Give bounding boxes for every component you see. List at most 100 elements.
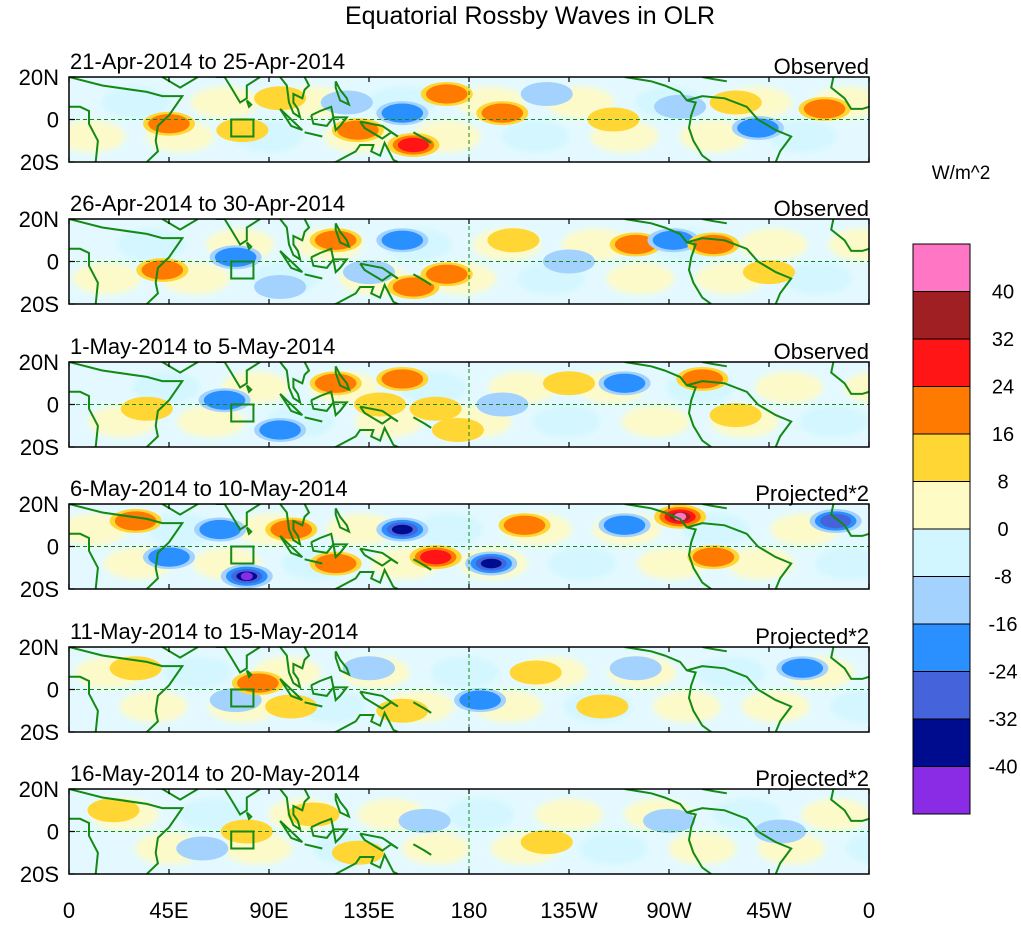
anomaly-contour xyxy=(240,572,253,581)
anomaly-contour xyxy=(259,420,301,440)
anomaly-contour xyxy=(376,698,429,723)
coastline xyxy=(215,789,261,816)
coastline xyxy=(830,77,869,110)
coastline xyxy=(320,282,399,304)
field-band xyxy=(69,120,126,153)
anomaly-contour xyxy=(781,658,824,678)
anomaly-contour xyxy=(381,103,424,123)
anomaly-contour xyxy=(87,798,140,823)
coastline xyxy=(830,647,869,680)
field-band xyxy=(815,547,869,580)
colorbar-level-label: 40 xyxy=(992,282,1014,304)
anomaly-contour xyxy=(314,373,357,393)
reference-box xyxy=(230,118,255,138)
coastline xyxy=(332,116,349,133)
field-band xyxy=(415,513,483,546)
anomaly-contour xyxy=(576,694,629,719)
coastline xyxy=(359,547,399,567)
anomaly-contour xyxy=(709,403,762,428)
field-band xyxy=(117,228,186,261)
field-band xyxy=(532,405,601,438)
colorbar-swatch xyxy=(912,433,971,482)
coastline xyxy=(304,131,323,138)
colorbar-level-label: -8 xyxy=(994,567,1012,589)
field-band xyxy=(119,690,188,723)
panel-kind-label: Observed xyxy=(774,54,869,79)
field-band xyxy=(579,832,648,865)
coastline xyxy=(279,820,303,844)
anomaly-contour xyxy=(737,118,779,138)
reference-box xyxy=(230,688,255,708)
coastline xyxy=(215,219,261,246)
field-band xyxy=(401,832,470,865)
colorbar-swatch xyxy=(912,623,971,672)
field-band xyxy=(621,405,690,438)
coastlines xyxy=(69,219,869,304)
anomaly-contour xyxy=(409,396,462,421)
coastline xyxy=(359,120,399,140)
panel-kind-label: Projected*2 xyxy=(755,481,869,506)
coastline xyxy=(412,131,432,144)
colorbar-swatch xyxy=(912,291,971,340)
anomaly-contour xyxy=(425,84,468,104)
anomaly-contour xyxy=(254,275,307,299)
colorbar-swatch xyxy=(912,576,971,625)
coastline xyxy=(320,710,399,732)
coastline xyxy=(304,843,323,850)
coastline xyxy=(279,362,311,405)
coastline xyxy=(69,817,99,874)
anomaly-contour xyxy=(265,694,318,719)
reference-box xyxy=(230,830,255,850)
field-band xyxy=(148,513,217,546)
anomaly-contour xyxy=(148,547,190,567)
field-band xyxy=(801,798,869,831)
coastlines xyxy=(69,789,869,874)
y-tick-label: 20S xyxy=(20,720,59,745)
coastline xyxy=(161,789,199,801)
y-tick-label: 0 xyxy=(47,393,59,418)
anomaly-contour xyxy=(199,519,241,540)
anomaly-contour xyxy=(543,371,595,396)
panel-4: 20N 0 20S 6-May-2014 to 10-May-2014 Projecte… xyxy=(19,476,870,602)
coastline xyxy=(161,647,199,659)
colorbar-level-label: -40 xyxy=(989,757,1018,779)
coastline xyxy=(69,362,185,447)
coastline xyxy=(161,77,199,89)
y-tick-label: 0 xyxy=(47,250,59,275)
field-band xyxy=(190,86,259,119)
coastline xyxy=(69,675,99,732)
anomaly-contour xyxy=(392,277,435,297)
coastline xyxy=(245,526,253,536)
coastline xyxy=(69,532,99,589)
coastlines xyxy=(69,504,869,589)
anomaly-contour xyxy=(381,230,424,250)
coastline xyxy=(359,832,399,852)
field-band xyxy=(606,262,675,295)
y-tick-label: 20N xyxy=(19,777,59,802)
anomaly-contour xyxy=(331,840,384,865)
colorbar-level-label: 8 xyxy=(997,472,1008,494)
coastline xyxy=(161,219,199,231)
coastline xyxy=(245,811,253,821)
panel-kind-label: Projected*2 xyxy=(755,766,869,791)
coastline xyxy=(412,558,432,571)
field-band xyxy=(548,547,617,580)
anomaly-contour xyxy=(509,660,562,685)
anomaly-contour xyxy=(254,86,307,111)
coastline xyxy=(332,828,349,845)
panel-period-label: 11-May-2014 to 15-May-2014 xyxy=(70,619,358,644)
coastline xyxy=(332,686,349,703)
anomaly-contour xyxy=(120,396,173,421)
field-band xyxy=(697,656,766,689)
coastline xyxy=(279,678,303,702)
coastline xyxy=(624,77,712,162)
coastline xyxy=(69,77,185,162)
reference-box xyxy=(230,545,255,565)
coastline xyxy=(245,384,253,394)
anomaly-contour xyxy=(420,549,452,565)
coastline xyxy=(320,852,399,874)
anomaly-contour xyxy=(820,513,852,529)
coastline xyxy=(245,99,253,109)
y-tick-label: 0 xyxy=(47,535,59,560)
colorbar-level-label: 0 xyxy=(997,519,1008,541)
